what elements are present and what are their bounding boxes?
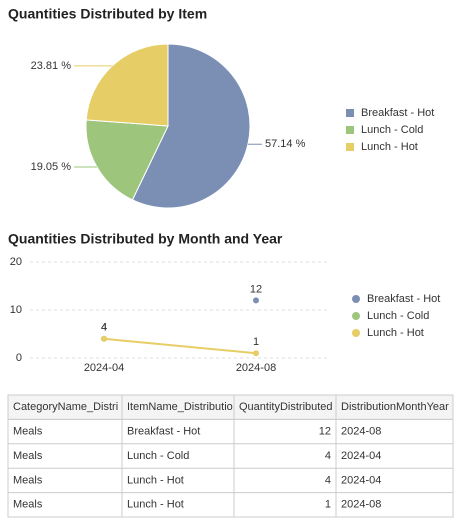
pie-title: Quantities Distributed by Item [8,6,207,22]
legend-swatch [352,329,360,337]
table-cell: Meals [13,450,43,462]
table-cell: Meals [13,499,43,511]
line-title: Quantities Distributed by Month and Year [8,231,283,247]
table-cell: Lunch - Cold [127,450,189,462]
column-header: DistributionMonthYear [341,401,449,413]
x-tick-label: 2024-04 [84,362,124,374]
data-label: 12 [250,283,262,295]
data-label: 19.05 % [31,161,72,173]
legend-swatch [346,143,354,151]
legend-label: Lunch - Cold [367,310,429,322]
table-cell: Meals [13,426,43,438]
data-label: 1 [253,336,259,348]
data-label: 23.81 % [31,60,72,72]
table-cell: Meals [13,474,43,486]
legend-swatch [346,126,354,134]
table-cell: 12 [319,426,331,438]
y-tick-label: 10 [10,304,22,316]
legend-swatch [346,109,354,117]
column-header: QuantityDistributed [239,401,333,413]
data-label: 57.14 % [265,138,306,150]
legend-label: Breakfast - Hot [361,107,434,119]
data-point [253,297,259,304]
column-header: CategoryName_Distri [13,401,118,413]
table-cell: Lunch - Hot [127,499,184,511]
table-cell: Breakfast - Hot [127,426,200,438]
legend-swatch [352,312,360,320]
table-cell: 4 [325,450,331,462]
data-point [253,350,259,357]
x-tick-label: 2024-08 [236,362,276,374]
table-cell: Lunch - Hot [127,474,184,486]
series-line [103,337,257,355]
pie-slice [131,43,251,209]
table-cell: 2024-04 [341,450,381,462]
y-tick-label: 0 [16,352,22,364]
pie-slice [85,119,169,201]
legend-swatch [352,295,360,303]
table-cell: 1 [325,499,331,511]
legend-label: Lunch - Hot [361,141,418,153]
legend-label: Lunch - Hot [367,327,424,339]
legend-label: Lunch - Cold [361,124,423,136]
table-cell: 2024-08 [341,499,381,511]
data-label: 4 [101,322,107,334]
table-cell: 4 [325,474,331,486]
column-header: ItemName_Distributio [127,401,233,413]
pie-slice [85,43,169,127]
table-cell: 2024-04 [341,474,381,486]
data-point [101,335,107,342]
legend-label: Breakfast - Hot [367,293,440,305]
data-label: 4 [101,322,107,334]
y-tick-label: 20 [10,256,22,268]
table-cell: 2024-08 [341,426,381,438]
